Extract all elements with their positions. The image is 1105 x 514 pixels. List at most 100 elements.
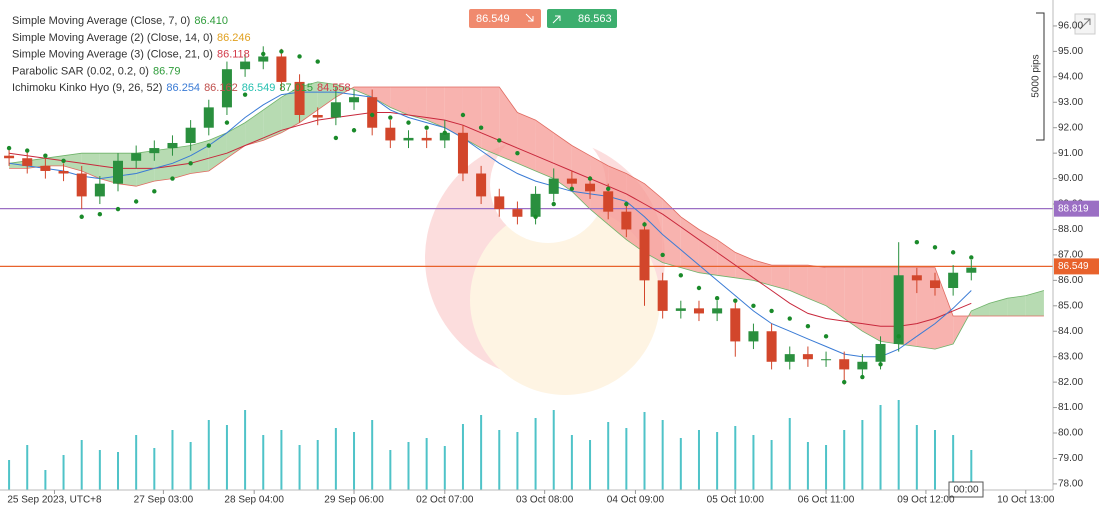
indicator-line xyxy=(9,91,972,358)
volume-bar xyxy=(661,420,664,490)
time-box-label: 00:00 xyxy=(953,485,978,496)
candle-body xyxy=(203,107,214,128)
sar-dot xyxy=(660,252,665,258)
candle-body xyxy=(821,359,832,361)
candle-body xyxy=(385,127,396,141)
volume-bar xyxy=(933,430,936,490)
sar-dot xyxy=(460,112,466,118)
candle-body xyxy=(4,155,15,159)
volume-bar xyxy=(552,410,555,490)
cloud-segment xyxy=(481,87,500,156)
y-tick-label: 81.00 xyxy=(1058,402,1083,413)
indicator-line xyxy=(9,112,972,327)
y-tick-label: 90.00 xyxy=(1058,173,1083,184)
expand-button[interactable] xyxy=(1074,13,1096,35)
legend-value: 84.558 xyxy=(317,82,351,94)
sar-dot xyxy=(678,273,684,278)
sar-dot xyxy=(823,334,829,339)
volume-bar xyxy=(697,430,700,490)
cloud-segment xyxy=(789,265,808,299)
volume-bar xyxy=(915,425,918,490)
volume-bar xyxy=(843,430,846,490)
price-tag xyxy=(1054,200,1099,217)
candle-body xyxy=(113,160,124,184)
legend-value: 87.015 xyxy=(279,82,313,94)
legend-label: Simple Moving Average (Close, 7, 0) xyxy=(12,15,190,27)
y-tick-label: 92.00 xyxy=(1058,122,1083,133)
legend-entry: Simple Moving Average (3) (Close, 21, 0)… xyxy=(12,49,250,61)
cloud-segment xyxy=(190,140,209,174)
y-tick-label: 83.00 xyxy=(1058,351,1083,362)
volume-bar xyxy=(498,430,501,490)
plot-layer xyxy=(0,46,1053,490)
sar-dot xyxy=(751,303,756,309)
y-tick-label: 87.00 xyxy=(1058,250,1083,261)
candle-body xyxy=(312,114,323,118)
price-tag-label: 86.549 xyxy=(1058,261,1089,272)
sar-dot xyxy=(315,59,320,64)
candle-body xyxy=(421,137,432,141)
volume-bar xyxy=(262,435,265,490)
sar-dot xyxy=(733,298,738,303)
sar-dot xyxy=(43,153,48,158)
legend-value: 86.162 xyxy=(204,82,238,94)
candle-body xyxy=(494,196,505,210)
x-tick-label: 02 Oct 07:00 xyxy=(416,495,474,506)
volume-bar xyxy=(461,424,464,490)
cloud-segment xyxy=(862,267,881,342)
candle-body xyxy=(693,308,704,314)
candle-body xyxy=(367,97,378,128)
cloud-segment xyxy=(245,109,264,146)
volume-bar xyxy=(8,460,11,490)
candle-body xyxy=(929,280,940,288)
candle-body xyxy=(330,102,341,118)
volume-bar xyxy=(244,410,247,490)
volume-bar xyxy=(534,418,537,490)
sell-button[interactable]: 86.549 xyxy=(469,9,541,28)
y-tick-label: 96.00 xyxy=(1058,21,1083,32)
volume-bar xyxy=(189,442,192,490)
sell-price[interactable]: 86.549 xyxy=(476,13,510,25)
sar-dot xyxy=(605,186,611,191)
volume-bar xyxy=(643,412,646,490)
cloud-segment xyxy=(426,87,445,128)
y-tick-label: 79.00 xyxy=(1058,453,1083,464)
indicator-line xyxy=(9,81,1045,350)
volume-bar xyxy=(570,435,573,490)
candle-body xyxy=(675,308,686,311)
cloud-segment xyxy=(753,260,772,286)
candle-body xyxy=(603,191,614,212)
cloud-segment xyxy=(390,87,409,115)
sar-dot xyxy=(351,128,357,133)
sar-dot xyxy=(206,143,211,148)
buy-button[interactable]: 86.563 xyxy=(547,9,617,28)
cloud-segment xyxy=(844,267,863,332)
volume-bar xyxy=(752,435,755,490)
legend-entry: Parabolic SAR (0.02, 0.2, 0) 86.79 xyxy=(12,65,181,77)
indicator-line xyxy=(9,86,1044,317)
candle-body xyxy=(58,170,69,174)
volume-bar xyxy=(716,432,719,490)
volume-bar xyxy=(443,446,446,490)
candle-body xyxy=(403,137,414,141)
y-tick-label: 91.00 xyxy=(1058,148,1083,159)
cloud-segment xyxy=(226,122,246,159)
volume-bar xyxy=(679,438,682,490)
sar-dot xyxy=(696,285,702,291)
candle-body xyxy=(22,158,33,166)
sar-dot xyxy=(242,92,248,97)
cloud-segment xyxy=(354,87,373,98)
cloud-segment xyxy=(335,84,355,98)
pips-bracket xyxy=(1036,12,1045,141)
x-tick-label: 04 Oct 09:00 xyxy=(607,495,665,506)
volume-bar xyxy=(806,442,809,490)
sar-dot xyxy=(297,54,302,59)
candle-body xyxy=(948,272,959,288)
candle-body xyxy=(875,343,886,362)
buy-price[interactable]: 86.563 xyxy=(578,13,612,25)
cloud-segment xyxy=(1025,290,1044,316)
sar-dot xyxy=(406,120,411,125)
volume-bar xyxy=(26,445,29,490)
volume-bar xyxy=(897,400,900,490)
price-tag xyxy=(1054,258,1099,275)
